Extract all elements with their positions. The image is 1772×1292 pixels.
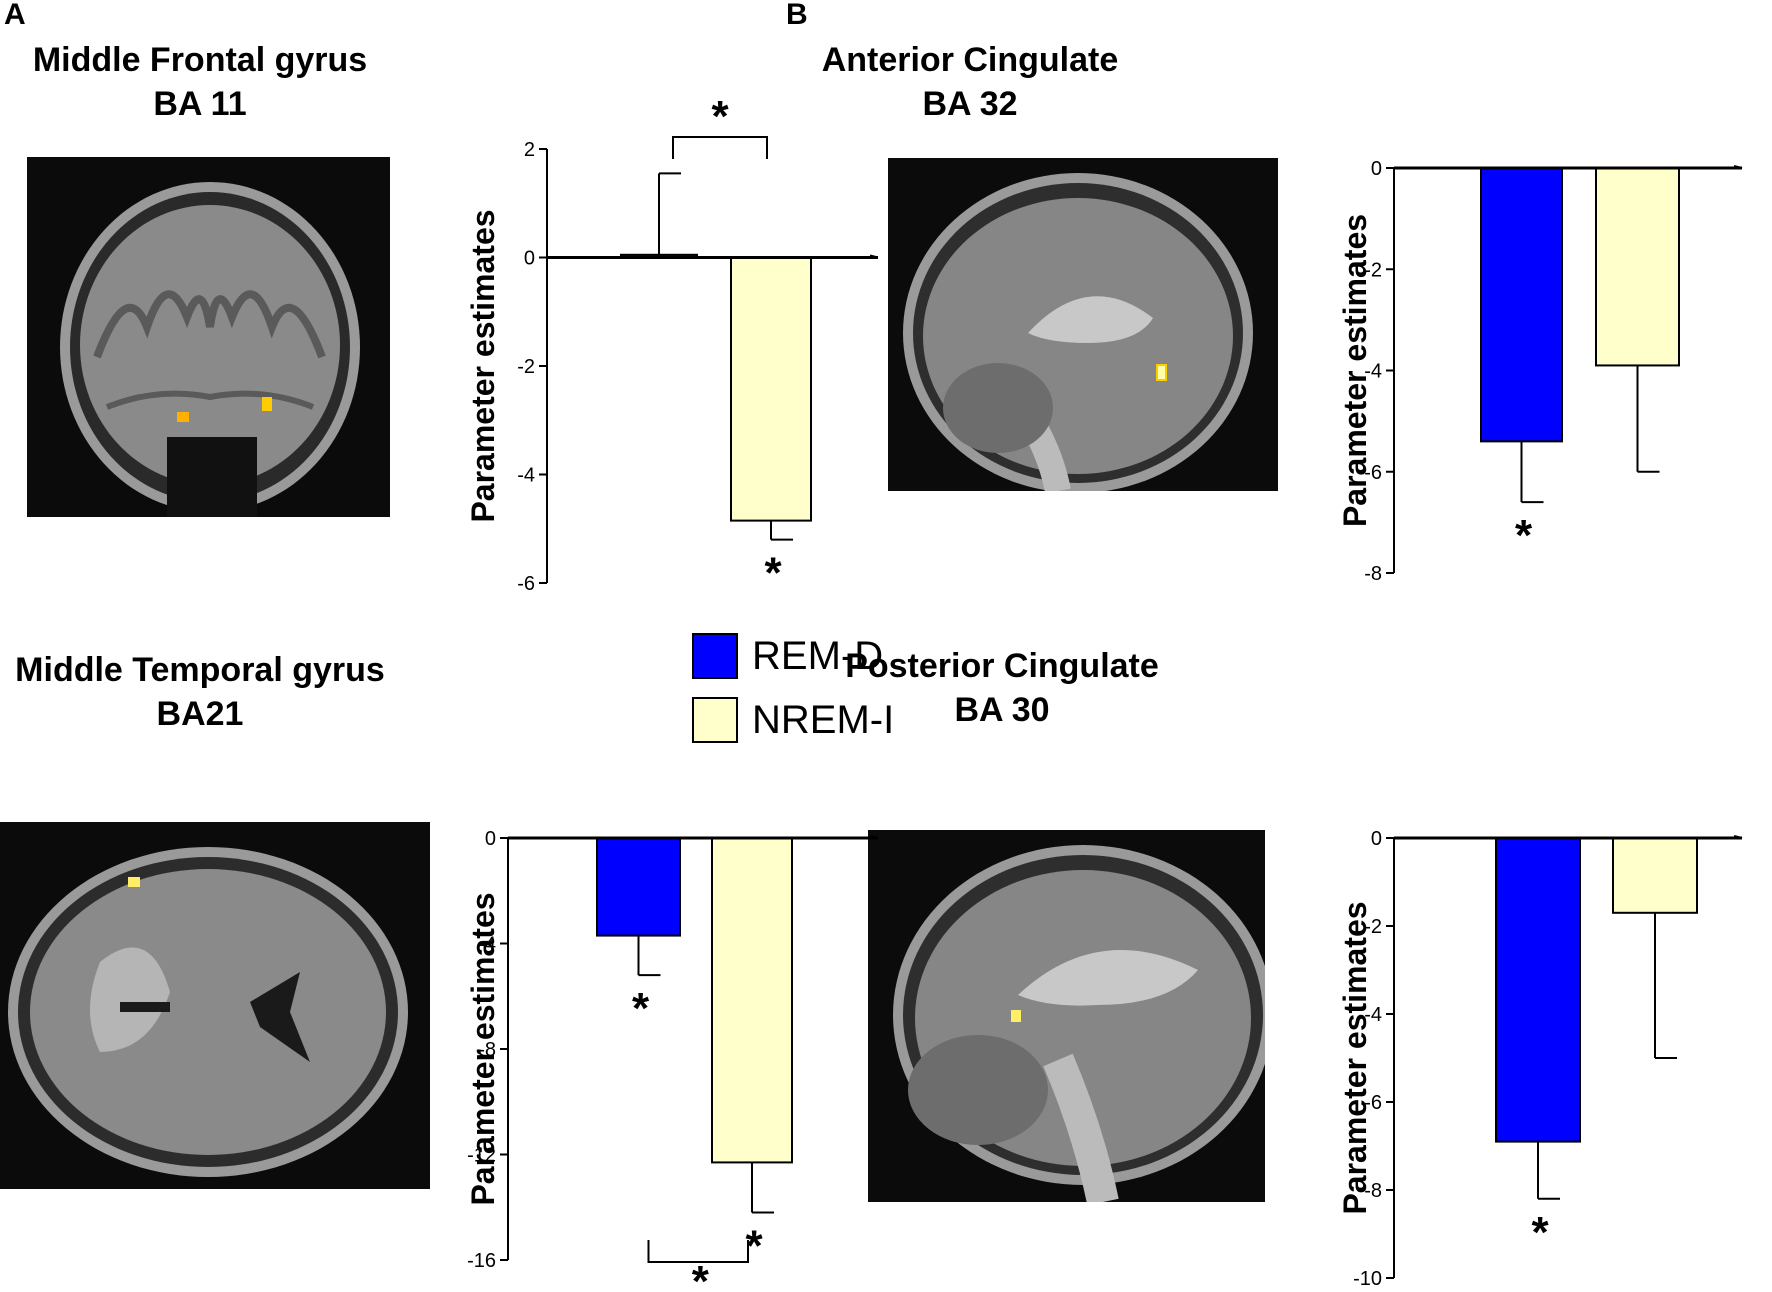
legend: REM-D NREM-I [692,624,894,752]
region-title-line2: BA 11 [153,85,247,123]
y-tick-label: -8 [1364,1180,1382,1202]
significance-star: * [1531,1208,1549,1257]
y-tick-label: -4 [1364,361,1382,383]
region-title-pcc: Posterior Cingulate BA 30 [792,644,1212,732]
y-tick-label: 2 [524,139,535,161]
comparison-bracket [647,1240,749,1263]
activation-spot-right [262,397,272,411]
region-title-line2: BA21 [156,695,244,733]
region-title-mtg: Middle Temporal gyrus BA21 [0,648,400,736]
y-axis-label: Parameter estimates [1337,901,1373,1214]
activation-spot [1156,364,1167,381]
bar-chart-2: 0 -4 -8 -12 -16 Parameter estimates * * * [465,828,879,1292]
y-axis-label: Parameter estimates [465,209,501,522]
bar-rem-d [1480,167,1563,443]
region-title-line1: Anterior Cingulate [821,41,1119,79]
activation-spot [1011,1010,1021,1022]
region-title-mfg: Middle Frontal gyrus BA 11 [0,38,400,126]
x-axis-end [1733,835,1743,839]
region-title-line1: Middle Frontal gyrus [32,41,368,79]
y-tick-label: 0 [1371,158,1382,180]
comparison-star: * [711,92,729,141]
y-tick-label: 0 [485,828,496,850]
y-axis-label: Parameter estimates [1337,214,1373,527]
y-tick-label: -6 [1364,1092,1382,1114]
y-tick-label: -2 [1364,259,1382,281]
y-tick-label: -10 [1353,1268,1382,1290]
brain-image-sagittal-acc [888,158,1278,491]
significance-star: * [632,984,650,1033]
y-tick-label: -4 [1364,1004,1382,1026]
significance-star: * [1515,511,1533,560]
brain-image-sagittal-pcc [868,830,1265,1202]
y-tick-label: -8 [478,1039,496,1061]
x-axis-end [1733,165,1743,169]
y-tick-label: 0 [1371,828,1382,850]
region-title-line2: BA 32 [922,85,1018,123]
legend-label-rem-d: REM-D [752,633,884,678]
activation-spot-left [177,412,189,422]
x-axis-end [869,835,879,839]
y-tick-label: -8 [1364,563,1382,585]
y-tick-label: -2 [1364,916,1382,938]
region-title-line2: BA 30 [954,691,1050,729]
bar-nrem-i [711,837,793,1164]
panel-label-a: A [4,0,26,31]
y-tick-label: -4 [517,465,535,487]
bar-rem-d [1495,837,1581,1143]
significance-star: * [764,549,782,598]
bar-nrem-i [730,256,812,522]
bar-chart-1: 0 -2 -4 -6 -8 Parameter estimates * [1337,158,1743,585]
bar-chart-3: 0 -2 -4 -6 -8 -10 Parameter estimates * [1337,828,1743,1290]
comparison-star: * [692,1257,710,1292]
bar-nrem-i [1595,167,1680,367]
legend-swatch-rem-d [692,633,738,679]
panel-label-b: B [786,0,808,31]
brain-image-coronal [27,157,390,517]
legend-swatch-nrem-i [692,697,738,743]
y-tick-label: -12 [467,1145,496,1167]
significance-star: * [745,1222,763,1271]
brain-image-axial [0,822,430,1189]
y-tick-label: -4 [478,934,496,956]
region-title-line1: Posterior Cingulate [845,647,1159,685]
y-tick-label: -6 [1364,462,1382,484]
legend-label-nrem-i: NREM-I [752,697,895,742]
y-axis-label: Parameter estimates [465,892,501,1205]
region-title-acc: Anterior Cingulate BA 32 [770,38,1170,126]
activation-spot [128,877,140,887]
legend-item-nrem-i: NREM-I [692,688,894,752]
y-tick-label: -16 [467,1250,496,1272]
y-tick-label: -6 [517,573,535,595]
legend-item-rem-d: REM-D [692,624,894,688]
y-tick-label: -2 [517,356,535,378]
x-axis-end [869,254,879,259]
bar-rem-d [596,837,681,937]
y-tick-label: 0 [524,248,535,270]
region-title-line1: Middle Temporal gyrus [15,651,385,689]
comparison-bracket [672,136,768,159]
bar-chart-0: 2 0 -2 -4 -6 Parameter estimates * * [465,92,879,598]
bar-nrem-i [1612,837,1698,914]
